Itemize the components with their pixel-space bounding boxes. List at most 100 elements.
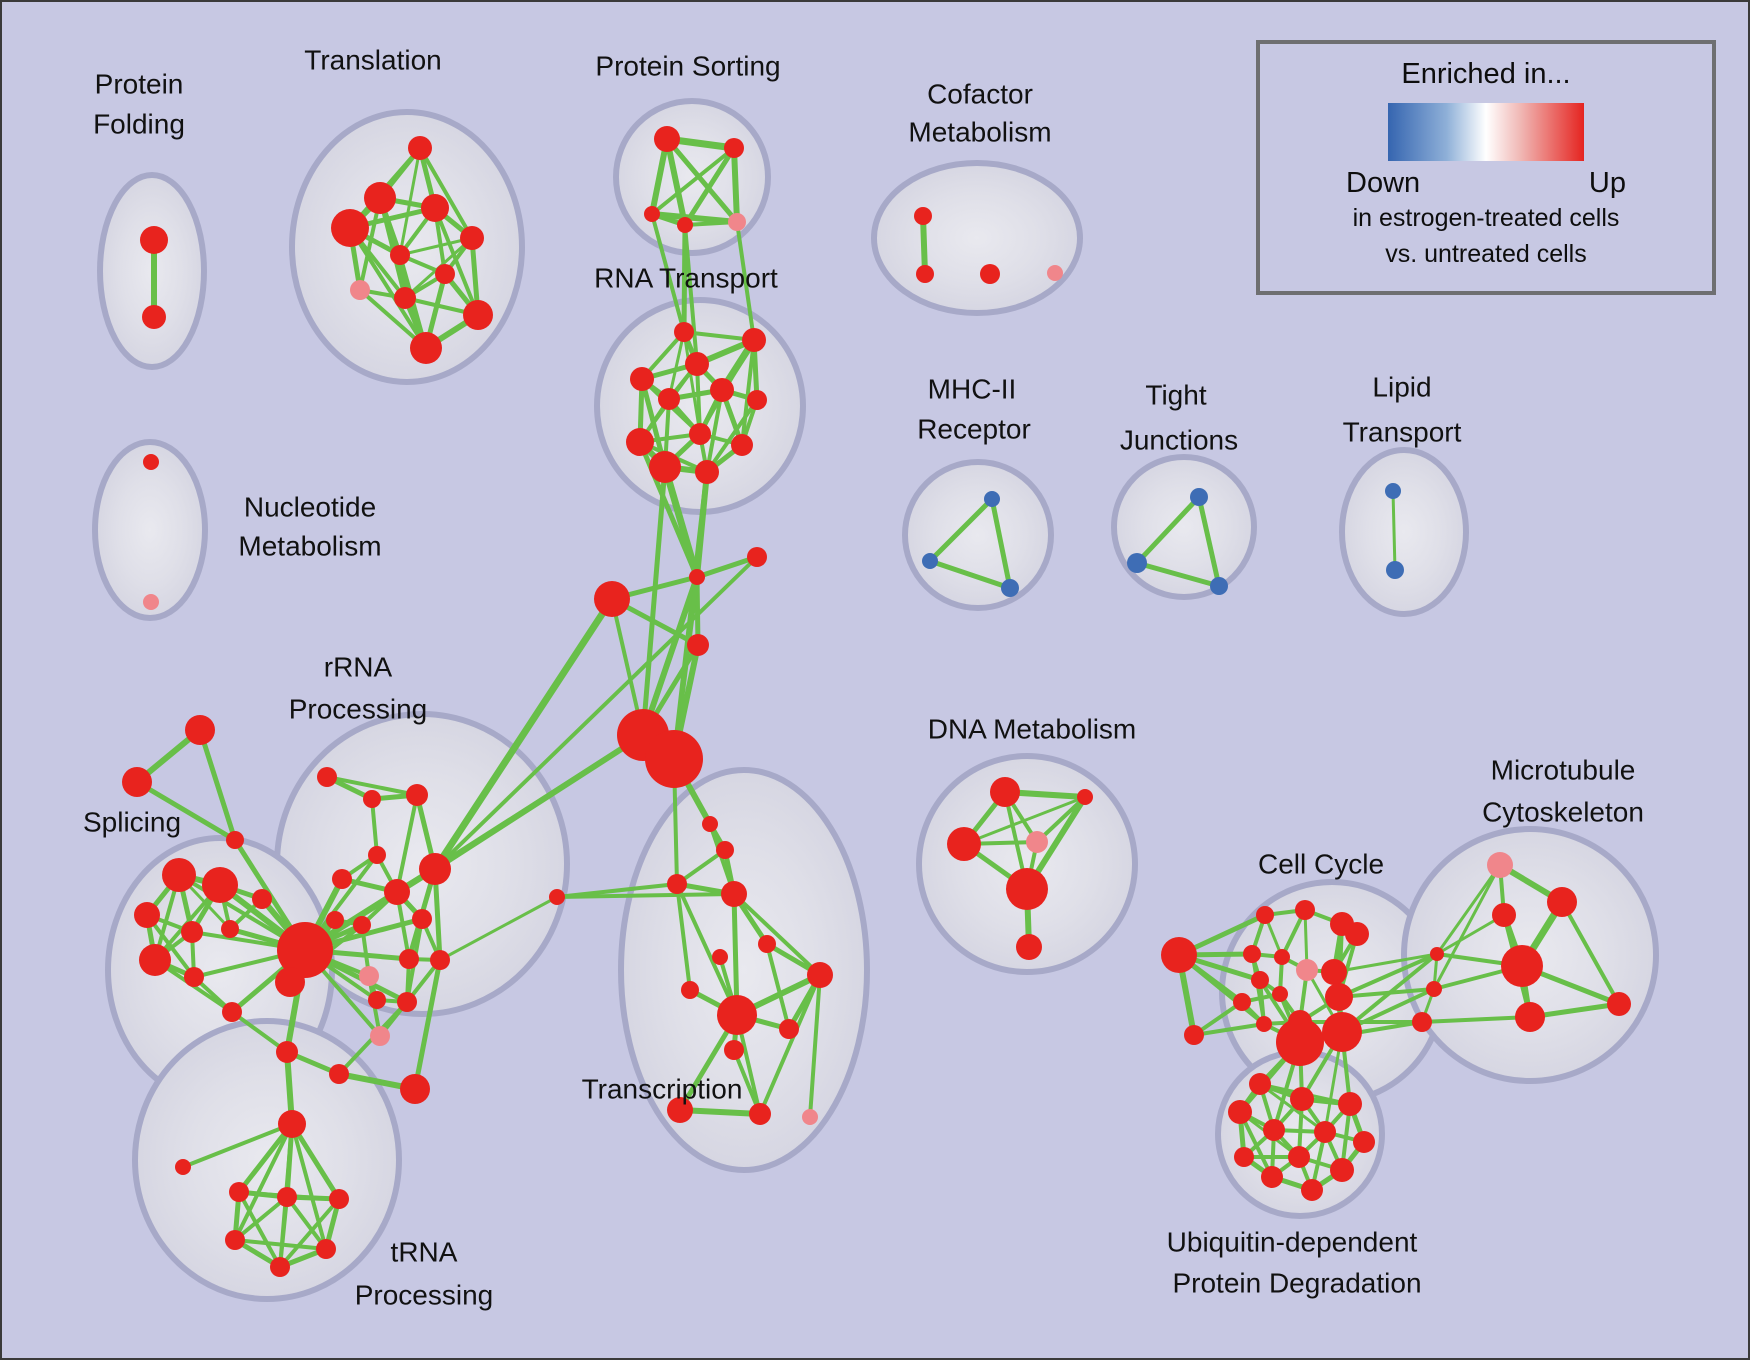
network-edge bbox=[683, 223, 699, 366]
network-node bbox=[710, 378, 734, 402]
cluster-label-nucleotide-metabolism: Nucleotide bbox=[244, 492, 376, 523]
network-edge bbox=[661, 463, 701, 581]
network-node bbox=[419, 853, 451, 885]
network-node bbox=[712, 949, 728, 965]
network-edge bbox=[395, 793, 419, 894]
network-node bbox=[1385, 483, 1401, 499]
network-node bbox=[412, 909, 432, 929]
network-edge bbox=[989, 496, 1013, 591]
network-node bbox=[368, 846, 386, 864]
network-node bbox=[326, 911, 344, 929]
network-node bbox=[275, 967, 305, 997]
network-edge bbox=[1258, 1082, 1327, 1134]
network-node bbox=[1234, 1147, 1254, 1167]
network-edge bbox=[233, 1195, 289, 1242]
network-node bbox=[143, 594, 159, 610]
network-edge bbox=[433, 206, 480, 317]
network-edge bbox=[1134, 560, 1222, 589]
network-node bbox=[1345, 922, 1369, 946]
network-node bbox=[1256, 1016, 1272, 1032]
network-node bbox=[394, 287, 416, 309]
network-edge bbox=[705, 398, 759, 474]
network-edge bbox=[1134, 494, 1202, 566]
network-node bbox=[1325, 983, 1353, 1011]
network-node bbox=[724, 138, 744, 158]
network-node bbox=[1321, 959, 1347, 985]
cluster-label-lipid-transport: Lipid bbox=[1372, 372, 1431, 403]
network-node bbox=[747, 390, 767, 410]
network-node bbox=[139, 944, 171, 976]
network-edge bbox=[962, 795, 1087, 846]
cluster-label-translation: Translation bbox=[304, 45, 441, 76]
cluster-label-microtubule-cytoskeleton: Cytoskeleton bbox=[1482, 797, 1644, 828]
network-node bbox=[654, 126, 680, 152]
network-node bbox=[677, 217, 693, 233]
network-node bbox=[689, 423, 711, 445]
cluster-label-transcription: Transcription bbox=[582, 1074, 743, 1105]
network-node bbox=[397, 992, 417, 1012]
cluster-label-tight-junctions: Tight bbox=[1145, 380, 1206, 411]
network-node bbox=[350, 280, 370, 300]
network-node bbox=[667, 1097, 693, 1123]
network-node bbox=[658, 388, 680, 410]
cluster-label-rna-transport: RNA Transport bbox=[594, 263, 778, 294]
network-edge bbox=[134, 779, 238, 843]
cluster-label-mhc-ii-receptor: MHC-II bbox=[928, 374, 1017, 405]
network-edge bbox=[640, 574, 700, 738]
network-node bbox=[317, 767, 337, 787]
cluster-label-rrna-processing: Processing bbox=[289, 694, 428, 725]
network-edge bbox=[181, 1122, 294, 1169]
legend-title: Enriched in... bbox=[1401, 58, 1571, 90]
cluster-label-protein-sorting: Protein Sorting bbox=[595, 51, 780, 82]
network-node bbox=[1190, 488, 1208, 506]
network-edge bbox=[237, 1190, 282, 1269]
network-node bbox=[681, 981, 699, 999]
network-edge bbox=[664, 136, 740, 225]
network-node bbox=[802, 1109, 818, 1125]
network-node bbox=[316, 1239, 336, 1259]
network-edge bbox=[236, 1121, 295, 1195]
network-edge bbox=[694, 554, 760, 580]
network-node bbox=[728, 213, 746, 231]
cluster-ellipse-protein-sorting bbox=[613, 98, 771, 256]
network-edge bbox=[731, 891, 740, 1018]
network-node bbox=[463, 300, 493, 330]
network-edge bbox=[197, 727, 238, 843]
network-edge bbox=[640, 464, 668, 738]
network-edge bbox=[808, 973, 822, 1119]
network-edge bbox=[1177, 953, 1266, 1026]
network-node bbox=[758, 935, 776, 953]
legend-down-label: Down bbox=[1346, 167, 1421, 199]
cluster-label-cofactor-metabolism: Cofactor bbox=[927, 79, 1033, 110]
cluster-label-ubiquitin-degradation: Protein Degradation bbox=[1172, 1268, 1421, 1299]
network-node bbox=[1290, 1087, 1314, 1111]
network-node bbox=[695, 460, 719, 484]
network-node bbox=[702, 816, 718, 832]
network-node bbox=[1047, 265, 1063, 281]
network-edge bbox=[1196, 494, 1222, 589]
network-node bbox=[1210, 577, 1228, 595]
network-node bbox=[1501, 945, 1543, 987]
network-node bbox=[716, 841, 734, 859]
network-node bbox=[742, 328, 766, 352]
cluster-label-microtubule-cytoskeleton: Microtubule bbox=[1491, 755, 1636, 786]
network-node bbox=[184, 967, 204, 987]
network-edge bbox=[289, 1121, 342, 1202]
network-node bbox=[549, 889, 565, 905]
network-node bbox=[221, 920, 239, 938]
network-node bbox=[421, 194, 449, 222]
cluster-label-splicing: Splicing bbox=[83, 807, 181, 838]
network-edge bbox=[650, 212, 686, 334]
network-node bbox=[278, 1110, 306, 1138]
network-edge bbox=[675, 882, 692, 992]
network-node bbox=[1006, 868, 1048, 910]
cluster-label-cofactor-metabolism: Metabolism bbox=[908, 117, 1051, 148]
network-node bbox=[1228, 1100, 1252, 1124]
network-edge bbox=[675, 882, 739, 1017]
network-edge bbox=[278, 1197, 341, 1269]
network-node bbox=[329, 1189, 349, 1209]
network-node bbox=[143, 454, 159, 470]
network-node bbox=[990, 777, 1020, 807]
cluster-ellipse-dna-metabolism bbox=[916, 753, 1138, 975]
